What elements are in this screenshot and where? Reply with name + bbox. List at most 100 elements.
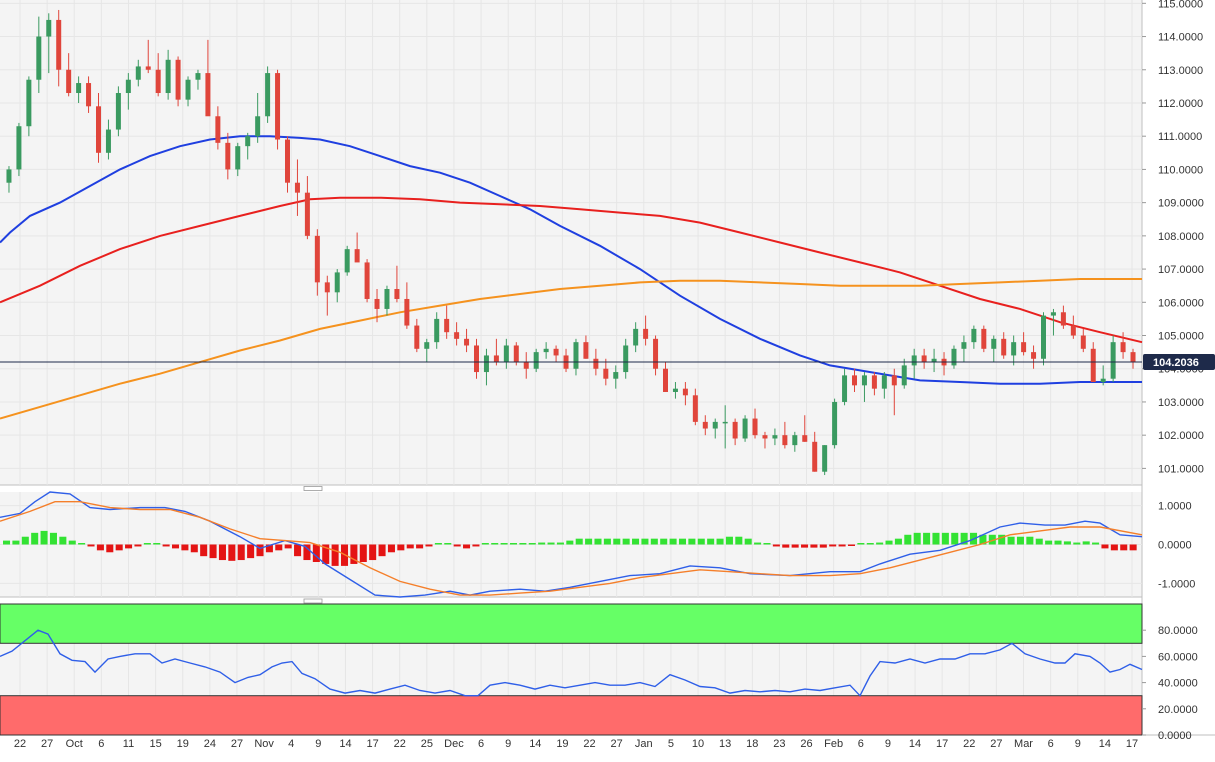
x-tick-label: 6 — [1048, 738, 1054, 750]
macd-histogram-bar — [1045, 540, 1053, 545]
macd-histogram-bar — [331, 544, 339, 566]
x-tick-label: 13 — [719, 738, 731, 750]
x-tick-label: 23 — [773, 738, 785, 750]
candle-body — [961, 342, 967, 349]
macd-histogram-bar — [369, 544, 377, 561]
macd-histogram-bar — [716, 538, 724, 545]
x-tick-label: 22 — [14, 738, 26, 750]
candle-body — [155, 69, 161, 94]
candle-body — [712, 421, 718, 429]
candle-body — [334, 272, 340, 293]
macd-histogram-bar — [237, 544, 245, 561]
y-tick-label: 114.0000 — [1158, 32, 1203, 44]
candle-body — [354, 249, 360, 263]
candle-body — [871, 375, 877, 389]
macd-histogram-bar — [453, 544, 461, 547]
macd-histogram-bar — [200, 544, 208, 557]
candle-body — [464, 338, 470, 346]
y-tick-label: 0.0000 — [1158, 540, 1192, 552]
macd-histogram-bar — [416, 544, 424, 549]
macd-histogram-bar — [613, 538, 621, 545]
macd-histogram-bar — [218, 544, 226, 561]
macd-histogram-bar — [21, 536, 29, 545]
x-tick-label: 22 — [963, 738, 975, 750]
macd-histogram-bar — [1007, 536, 1015, 545]
candle-body — [593, 358, 599, 369]
candle-body — [1120, 342, 1126, 353]
x-tick-label: 4 — [288, 738, 294, 750]
macd-histogram-bar — [228, 544, 236, 561]
x-tick-label: 19 — [177, 738, 189, 750]
macd-histogram-bar — [707, 538, 715, 545]
panel-resize-handle[interactable] — [303, 598, 323, 604]
y-tick-label: 105.0000 — [1158, 331, 1204, 343]
candle-body — [822, 445, 828, 472]
macd-histogram-bar — [294, 544, 302, 557]
macd-histogram-bar — [678, 538, 687, 545]
macd-histogram-bar — [125, 544, 133, 549]
current-price-tag — [1143, 353, 1215, 370]
x-tick-label: 9 — [315, 738, 321, 750]
x-tick-label: 6 — [478, 738, 484, 750]
macd-histogram-bar — [866, 543, 874, 545]
macd-histogram-bar — [256, 544, 264, 557]
macd-histogram-bar — [829, 544, 837, 547]
y-tick-label: 1.0000 — [1158, 501, 1192, 513]
candle-body — [523, 362, 529, 369]
macd-histogram-bar — [669, 538, 677, 545]
macd-histogram-bar — [603, 538, 611, 545]
candle-body — [125, 79, 131, 94]
candle-body — [792, 435, 798, 446]
candle-body — [135, 66, 141, 80]
macd-histogram-bar — [1110, 544, 1118, 551]
candle-body — [603, 368, 609, 379]
candle-body — [812, 441, 818, 472]
macd-histogram-bar — [1026, 536, 1034, 545]
candle-body — [26, 79, 32, 127]
x-tick-label: 27 — [990, 738, 1002, 750]
macd-histogram-bar — [641, 538, 649, 545]
candle-body — [951, 348, 957, 366]
macd-histogram-bar — [819, 544, 827, 548]
candle-body — [1090, 348, 1096, 383]
candle-body — [1011, 342, 1017, 356]
candle-body — [324, 282, 330, 293]
panel-resize-handle[interactable] — [303, 486, 323, 491]
macd-histogram-bar — [1054, 540, 1062, 545]
candle-body — [314, 235, 320, 283]
macd-histogram-bar — [1073, 542, 1081, 545]
macd-histogram-bar — [932, 532, 940, 545]
macd-histogram-bar — [322, 544, 330, 564]
macd-histogram-bar — [78, 543, 86, 545]
macd-histogram-bar — [434, 543, 442, 545]
candle-body — [911, 355, 917, 366]
candle-body — [623, 345, 629, 373]
x-tick-label: 25 — [421, 738, 433, 750]
x-tick-label: 10 — [692, 738, 704, 750]
candle-body — [503, 345, 509, 363]
candle-body — [921, 355, 927, 363]
macd-histogram-bar — [547, 542, 555, 545]
macd-histogram-bar — [143, 543, 151, 545]
macd-histogram-bar — [247, 544, 255, 559]
macd-histogram-bar — [303, 544, 311, 561]
candle-body — [1021, 342, 1027, 353]
candle-body — [105, 129, 111, 153]
candle-body — [493, 355, 499, 363]
candle-body — [543, 348, 549, 353]
macd-histogram-bar — [923, 532, 931, 545]
x-tick-label: 27 — [611, 738, 623, 750]
candle-body — [772, 435, 778, 439]
candle-body — [861, 375, 867, 386]
macd-histogram-bar — [528, 543, 536, 545]
macd-histogram-bar — [1101, 544, 1109, 549]
macd-line — [0, 501, 1143, 596]
y-tick-label: 101.0000 — [1158, 463, 1204, 475]
candle-body — [1130, 352, 1136, 363]
macd-histogram-bar — [585, 538, 593, 545]
candle-body — [613, 372, 619, 379]
macd-histogram-bar — [1129, 544, 1137, 551]
candle-body — [235, 146, 241, 170]
x-tick-label: 9 — [505, 738, 511, 750]
